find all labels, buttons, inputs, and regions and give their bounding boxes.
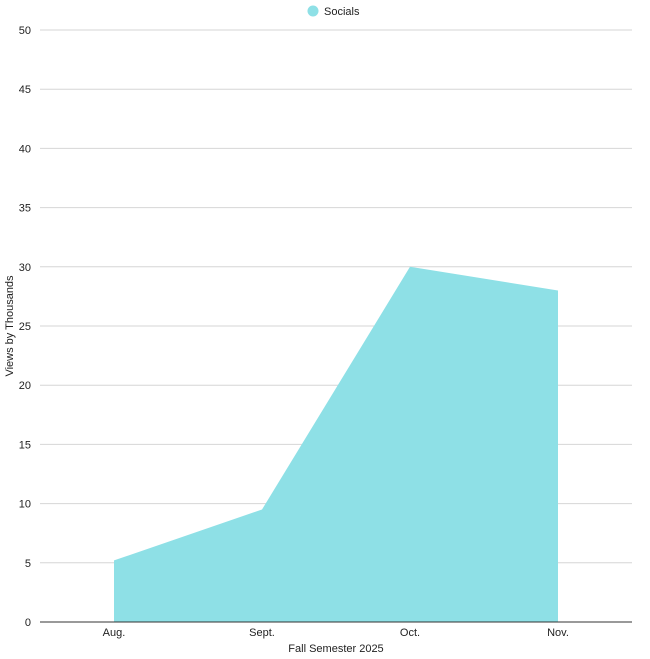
y-tick-label: 20 [19,380,31,392]
legend-label-socials: Socials [324,6,360,18]
y-tick-label: 30 [19,262,31,274]
x-tick-label: Nov. [547,627,569,639]
area-series-socials [114,266,558,622]
y-tick-label: 25 [19,321,31,333]
y-tick-label: 50 [19,25,31,37]
y-tick-label: 0 [25,617,31,629]
y-tick-label: 35 [19,203,31,215]
legend-swatch-socials [307,5,319,17]
y-tick-label: 10 [19,499,31,511]
x-tick-label: Sept. [249,627,275,639]
x-tick-label: Oct. [400,627,420,639]
x-axis-title: Fall Semester 2025 [288,643,383,655]
y-tick-label: 15 [19,439,31,451]
x-axis: Aug. Sept. Oct. Nov. [103,627,569,639]
legend: Socials [307,5,360,18]
y-axis: 0 5 10 15 20 25 30 35 40 45 50 [19,25,31,629]
plot-area [40,266,632,623]
y-tick-label: 40 [19,143,31,155]
x-tick-label: Aug. [103,627,126,639]
y-tick-label: 45 [19,84,31,96]
y-tick-label: 5 [25,558,31,570]
y-axis-title: Views by Thousands [4,275,16,377]
